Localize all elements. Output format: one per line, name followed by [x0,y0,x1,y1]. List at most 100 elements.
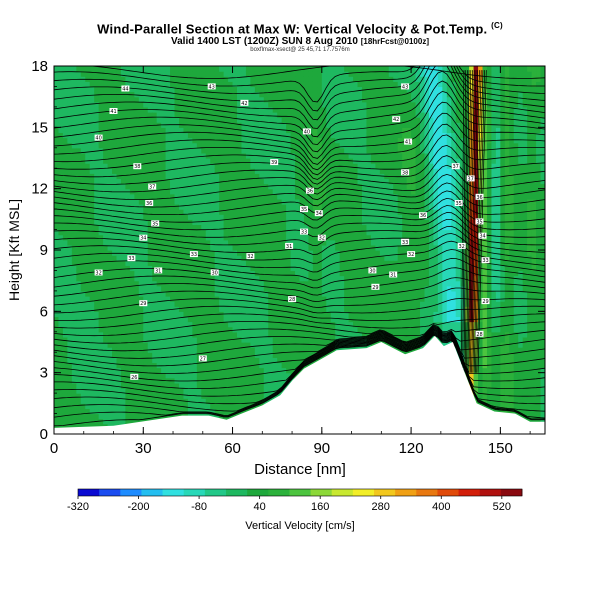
velocity-cell [281,234,287,241]
velocity-cell [156,275,162,282]
velocity-cell [196,204,202,210]
velocity-cell [281,204,287,210]
velocity-cell [120,178,127,185]
velocity-cell [272,188,278,195]
velocity-cell [281,101,287,108]
velocity-cell [353,168,359,174]
velocity-cell [210,408,216,415]
velocity-cell [290,76,296,82]
velocity-cell [71,188,77,195]
velocity-cell [196,250,202,256]
velocity-cell [76,158,82,164]
velocity-cell [58,347,64,353]
velocity-cell [232,86,238,93]
velocity-cell [201,311,207,318]
velocity-cell [178,372,185,379]
velocity-cell [161,214,167,220]
velocity-cell [254,393,260,399]
velocity-cell [116,260,122,266]
velocity-cell [237,255,243,261]
velocity-cell [353,204,359,210]
velocity-cell [241,362,247,369]
velocity-cell [76,306,82,312]
velocity-cell [196,408,202,415]
velocity-cell [250,234,256,241]
velocity-cell [134,270,140,277]
velocity-cell [94,239,100,246]
velocity-cell [156,96,162,103]
velocity-cell [241,244,247,251]
velocity-cell [161,331,167,338]
velocity-cell [134,112,140,118]
velocity-cell [103,280,109,287]
velocity-cell [348,301,354,307]
velocity-cell [125,101,131,108]
velocity-cell [263,367,269,374]
velocity-cell [205,76,211,82]
velocity-cell [286,342,292,348]
velocity-cell [112,290,118,297]
velocity-cell [71,193,77,200]
velocity-cell [165,301,171,307]
velocity-cell [112,352,118,358]
velocity-cell [98,219,104,226]
velocity-cell [353,106,359,113]
velocity-cell [89,403,95,410]
velocity-cell [268,91,274,98]
velocity-cell [205,382,211,389]
velocity-cell [147,357,153,364]
velocity-cell [187,91,193,98]
velocity-cell [183,183,189,190]
velocity-cell [170,152,176,159]
velocity-cell [321,280,327,287]
velocity-cell [192,178,198,185]
velocity-cell [54,362,60,369]
velocity-cell [80,239,86,246]
velocity-cell [85,71,91,77]
velocity-cell [330,173,336,180]
velocity-cell [281,106,287,113]
velocity-cell [254,117,260,123]
velocity-cell [112,316,118,323]
velocity-cell [174,127,180,134]
velocity-cell [152,388,158,394]
velocity-cell [80,96,86,103]
velocity-cell [214,244,220,251]
velocity-cell [187,326,193,333]
velocity-cell [321,66,327,72]
velocity-cell [237,244,243,251]
velocity-cell [330,158,336,164]
velocity-cell [125,219,131,226]
velocity-cell [245,342,251,348]
velocity-cell [94,326,100,333]
velocity-cell [58,198,64,205]
velocity-cell [71,244,77,251]
velocity-cell [178,260,185,266]
velocity-cell [196,178,202,185]
velocity-cell [67,198,73,205]
velocity-cell [254,96,260,103]
velocity-cell [317,188,323,195]
velocity-cell [268,86,274,93]
velocity-cell [165,214,171,220]
velocity-cell [237,321,243,328]
velocity-cell [152,413,158,420]
velocity-cell [339,127,345,134]
velocity-cell [339,91,345,98]
velocity-cell [281,362,287,369]
velocity-cell [58,214,64,220]
velocity-cell [143,336,149,343]
velocity-cell [272,198,278,205]
velocity-cell [281,193,287,200]
velocity-cell [210,403,216,410]
velocity-cell [357,296,363,302]
velocity-cell [116,127,122,134]
velocity-cell [286,152,292,159]
velocity-cell [312,234,318,241]
velocity-cell [259,367,265,374]
velocity-cell [134,96,140,103]
velocity-cell [120,219,127,226]
velocity-cell [147,112,153,118]
velocity-cell [54,106,60,113]
velocity-cell [94,101,100,108]
